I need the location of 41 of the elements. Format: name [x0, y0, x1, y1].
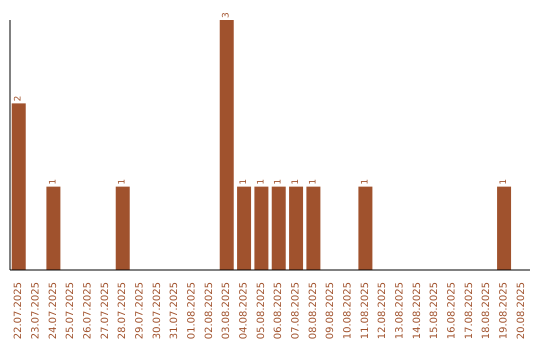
x-tick-label: 19.08.2025 [498, 282, 510, 340]
x-tick-label: 08.08.2025 [308, 282, 319, 340]
x-tick-label: 20.08.2025 [516, 282, 527, 340]
x-tick-label: 10.08.2025 [342, 282, 354, 340]
x-tick-label: 28.07.2025 [117, 282, 128, 340]
x-tick-label: 15.08.2025 [429, 282, 440, 340]
x-tick-label: 25.07.2025 [65, 282, 76, 340]
x-tick-label: 31.07.2025 [169, 282, 180, 340]
x-tick-label: 30.07.2025 [152, 282, 163, 340]
data-label: 1 [291, 178, 302, 185]
x-tick-label: 09.08.2025 [325, 282, 336, 340]
data-label: 1 [360, 178, 370, 185]
data-label: 1 [274, 178, 284, 185]
x-tick-label: 23.07.2025 [30, 282, 42, 340]
x-tick-label: 13.08.2025 [394, 282, 406, 340]
data-label: 1 [118, 178, 128, 185]
x-tick-label: 01.08.2025 [186, 282, 198, 340]
data-label: 2 [14, 96, 24, 102]
x-tick-label: 11.08.2025 [360, 282, 371, 340]
data-label: 1 [48, 178, 58, 185]
x-tick-label: 07.08.2025 [290, 282, 302, 340]
x-tick-label: 24.07.2025 [48, 282, 59, 340]
x-tick-label: 17.08.2025 [464, 282, 475, 340]
x-tick-label: 18.08.2025 [481, 282, 492, 340]
data-label: 1 [239, 178, 250, 185]
x-tick-label: 03.08.2025 [221, 282, 232, 340]
x-tick-label: 06.08.2025 [273, 282, 284, 340]
x-tick-label: 27.07.2025 [100, 282, 111, 340]
data-label: 1 [499, 178, 510, 185]
x-tick-label: 26.07.2025 [82, 282, 94, 340]
x-tick-label: 16.08.2025 [446, 282, 458, 340]
x-tick-label: 02.08.2025 [204, 282, 215, 340]
x-tick-label: 05.08.2025 [256, 282, 267, 340]
x-tick-label: 12.08.2025 [377, 282, 388, 340]
x-tick-label: 29.07.2025 [134, 282, 146, 340]
x-tick-label: 04.08.2025 [238, 282, 250, 340]
data-label: 1 [308, 178, 318, 185]
x-tick-label: 22.07.2025 [13, 282, 24, 340]
data-label: 3 [222, 12, 232, 18]
x-tick-label: 14.08.2025 [412, 282, 423, 340]
data-label: 1 [256, 178, 266, 185]
